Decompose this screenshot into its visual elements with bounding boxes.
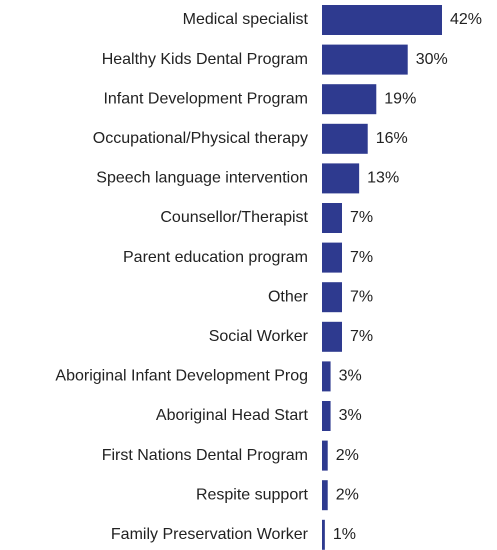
bar <box>322 321 342 352</box>
value-label: 7% <box>350 288 373 305</box>
bar <box>322 401 331 431</box>
bar <box>322 282 342 313</box>
category-label: Aboriginal Head Start <box>156 407 309 424</box>
value-label: 13% <box>367 170 399 187</box>
value-label: 1% <box>333 526 356 543</box>
value-label: 19% <box>384 90 416 107</box>
value-label: 7% <box>350 328 373 345</box>
value-label: 30% <box>416 51 448 68</box>
bar <box>322 519 325 550</box>
bar <box>322 440 328 471</box>
bar <box>322 480 328 511</box>
category-label: Infant Development Program <box>103 90 308 107</box>
bar <box>322 5 442 35</box>
category-label: Speech language intervention <box>96 170 308 187</box>
category-label: Counsellor/Therapist <box>160 209 308 226</box>
value-label: 3% <box>339 407 362 424</box>
value-label: 2% <box>336 486 359 503</box>
bar <box>322 123 368 154</box>
bar <box>322 163 360 194</box>
value-label: 7% <box>350 209 373 226</box>
category-label: Other <box>268 288 309 305</box>
value-label: 7% <box>350 249 373 266</box>
category-label: Medical specialist <box>183 11 309 28</box>
category-label: Occupational/Physical therapy <box>93 130 308 147</box>
value-label: 3% <box>339 368 362 385</box>
bar <box>322 84 377 115</box>
category-label: Family Preservation Worker <box>111 526 309 543</box>
bar <box>322 242 342 273</box>
category-label: Respite support <box>196 486 309 503</box>
bar <box>322 44 408 75</box>
category-label: Healthy Kids Dental Program <box>102 51 308 68</box>
category-label: Social Worker <box>209 328 309 345</box>
category-label: Aboriginal Infant Development Prog <box>55 368 308 385</box>
bar <box>322 203 342 233</box>
value-label: 42% <box>450 11 482 28</box>
category-label: First Nations Dental Program <box>102 447 308 464</box>
bar <box>322 361 331 392</box>
value-label: 2% <box>336 447 359 464</box>
value-label: 16% <box>376 130 408 147</box>
category-label: Parent education program <box>123 249 308 266</box>
